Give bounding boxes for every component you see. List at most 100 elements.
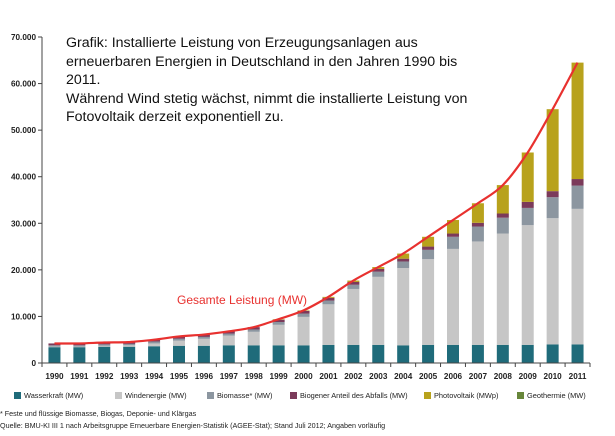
x-tick-label-1998: 1998: [245, 372, 264, 381]
bar-segment-5-2006: [447, 220, 459, 234]
bar-segment-2-2004: [397, 267, 410, 346]
y-tick-label: 30.000: [11, 219, 36, 228]
footnote-biomass: * Feste und flüssige Biomasse, Biogas, D…: [0, 409, 197, 418]
bar-segment-1-1990: [48, 347, 61, 363]
bar-segment-4-1998: [247, 327, 260, 330]
bar-segment-3-2009: [521, 207, 534, 226]
bar-segment-2-2006: [447, 248, 459, 345]
legend-label: Photovoltaik (MWp): [434, 391, 499, 400]
bar-segment-4-2008: [496, 213, 509, 218]
bar-segment-4-1995: [173, 336, 185, 339]
bar-segment-1-2005: [422, 344, 435, 363]
bar-segment-2-1998: [247, 331, 260, 346]
bar-segment-4-2002: [347, 281, 360, 285]
legend-label: Windenergie (MW): [125, 391, 187, 400]
bar-segment-3-1999: [272, 322, 285, 325]
bar-segment-2-2007: [471, 241, 484, 345]
y-tick-label: 20.000: [11, 266, 36, 275]
x-tick-label-2009: 2009: [519, 372, 538, 381]
x-tick-label-2007: 2007: [469, 372, 488, 381]
bar-segment-4-1997: [222, 331, 235, 334]
x-tick-label-1992: 1992: [95, 372, 114, 381]
x-tick-label-1994: 1994: [145, 372, 164, 381]
title-line: Grafik: Installierte Leistung von Erzeug…: [66, 35, 418, 51]
bar-segment-2-1996: [197, 338, 210, 346]
legend-label: Biomasse* (MW): [217, 391, 273, 400]
bar-segment-3-1990: [48, 345, 61, 347]
x-tick-label-2005: 2005: [419, 372, 438, 381]
x-tick-label-1997: 1997: [220, 372, 239, 381]
bar-segment-3-1994: [148, 341, 161, 344]
total-capacity-line: [54, 62, 579, 345]
bar-segment-4-1996: [197, 334, 210, 337]
bar-segment-1-2008: [496, 344, 509, 363]
bar-segment-5-2005: [422, 236, 435, 247]
legend-swatch: [517, 392, 524, 399]
legend-item-geothermie: Geothermie (MW): [517, 391, 586, 400]
bar-segment-1-2009: [521, 344, 534, 363]
bar-segment-2-2000: [297, 316, 310, 346]
x-tick-label-1993: 1993: [120, 372, 139, 381]
bar-segment-3-2007: [471, 226, 484, 242]
bar-segment-5-2007: [471, 203, 484, 223]
bar-segment-1-2002: [347, 344, 360, 363]
bar-segment-4-2007: [471, 222, 484, 227]
bar-segment-3-1992: [98, 344, 111, 346]
bar-segment-1-1996: [197, 345, 210, 363]
bar-segment-1-2004: [397, 345, 410, 363]
y-tick-label: 60.000: [11, 80, 36, 89]
bar-segment-3-1995: [173, 338, 185, 341]
legend-swatch: [207, 392, 214, 399]
bar-segment-3-2005: [422, 249, 435, 260]
bar-segment-2-1992: [98, 345, 111, 347]
x-tick-label-2003: 2003: [369, 372, 388, 381]
x-tick-label-2004: 2004: [394, 372, 413, 381]
total-line-label: Gesamte Leistung (MW): [177, 293, 307, 307]
x-tick-label-2001: 2001: [319, 372, 338, 381]
title-line: erneuerbaren Energien in Deutschland in …: [66, 53, 458, 70]
bar-segment-1-2011: [571, 344, 584, 363]
legend-swatch: [14, 392, 21, 399]
legend-label: Wasserkraft (MW): [24, 391, 84, 400]
legend-swatch: [290, 392, 297, 399]
x-tick-label-2002: 2002: [344, 372, 363, 381]
bar-segment-3-2001: [322, 300, 335, 305]
bar-segment-1-2000: [297, 345, 310, 363]
bar-segment-4-2001: [322, 297, 335, 301]
bar-segment-1-1998: [247, 345, 260, 363]
legend-item-windenergie: Windenergie (MW): [115, 391, 187, 400]
bar-segment-1-1991: [73, 347, 86, 363]
bar-segment-2-2011: [571, 208, 584, 345]
title-line: Fotovoltaik derzeit exponentiell zu.: [66, 109, 284, 126]
bar-segment-1-2001: [322, 344, 335, 363]
bar-segment-3-1991: [73, 345, 86, 347]
y-tick-label: 50.000: [11, 126, 36, 135]
bar-segment-2-1993: [123, 345, 136, 347]
bar-segment-2-2002: [347, 288, 360, 345]
legend-item-biogener-abfall: Biogener Anteil des Abfalls (MW): [290, 391, 408, 400]
bar-segment-1-1995: [173, 345, 185, 363]
bar-segment-1-1997: [222, 345, 235, 363]
bar-segment-1-2003: [372, 344, 385, 363]
bar-segment-2-1995: [173, 340, 185, 346]
chart-title: Grafik: Installierte Leistung von Erzeug…: [66, 34, 536, 127]
bar-segment-1-1999: [272, 345, 285, 363]
y-tick-label: 70.000: [11, 33, 36, 42]
bar-segment-2-2009: [521, 225, 534, 345]
title-line: 2011.: [66, 72, 101, 89]
bar-segment-5-2008: [496, 185, 509, 214]
legend-item-photovoltaik: Photovoltaik (MWp): [424, 391, 498, 400]
bar-segment-4-2004: [397, 258, 410, 262]
bar-segment-2-2003: [372, 276, 385, 345]
bar-segment-1-2007: [471, 344, 484, 363]
x-tick-label-1990: 1990: [45, 372, 64, 381]
legend-label: Biogener Anteil des Abfalls (MW): [300, 391, 408, 400]
bar-segment-2-2008: [496, 233, 509, 345]
footnote-source: Quelle: BMU-KI III 1 nach Arbeitsgruppe …: [0, 421, 386, 430]
x-tick-label-2010: 2010: [544, 372, 563, 381]
legend: Wasserkraft (MW) Windenergie (MW) Biomas…: [12, 391, 612, 405]
legend-swatch: [115, 392, 122, 399]
bar-segment-2-2010: [546, 218, 559, 345]
bar-segment-3-1996: [197, 336, 210, 339]
